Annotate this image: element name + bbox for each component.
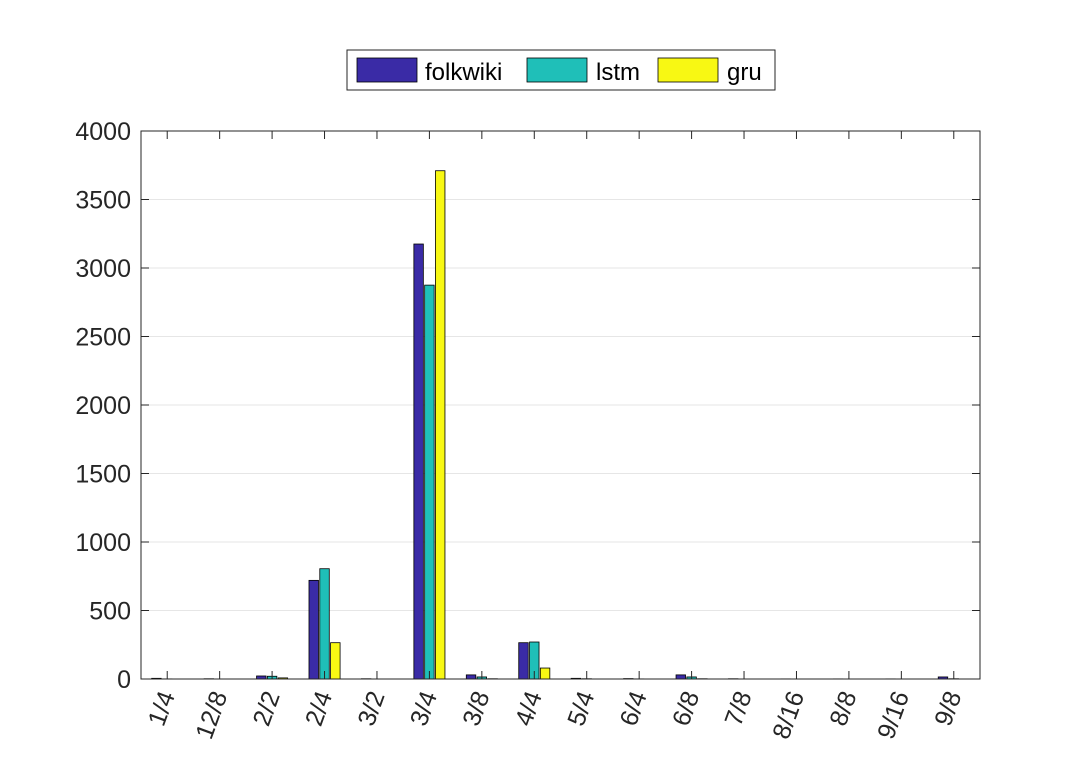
bar: [518, 642, 529, 680]
x-tick-label: 9/8: [929, 687, 967, 729]
legend-label: folkwiki: [425, 59, 502, 86]
x-tick-label: 12/8: [190, 687, 233, 742]
x-tick-label: 7/8: [719, 687, 757, 729]
legend-label: lstm: [596, 59, 640, 86]
y-tick-label: 1000: [75, 529, 131, 557]
x-tick-label: 8/8: [824, 687, 862, 729]
x-tick-label: 2/4: [300, 687, 338, 729]
x-tick-label: 6/4: [615, 687, 653, 729]
x-tick-label: 1/4: [143, 687, 181, 729]
legend-swatch: [356, 57, 418, 83]
y-tick-label: 2000: [75, 392, 131, 420]
bar: [413, 243, 424, 680]
x-tick-label: 9/16: [872, 687, 915, 742]
y-tick-label: 4000: [75, 118, 131, 146]
y-tick-label: 500: [89, 598, 131, 626]
bar: [308, 579, 319, 680]
x-tick-label: 4/4: [510, 687, 548, 729]
x-axis: 1/4 12/8 2/2 2/4 3/2 3/4 3/8 4/4 5/4 6/4 6/8 7/8 8/1…: [143, 131, 967, 743]
x-tick-label: 6/8: [667, 687, 705, 729]
gridlines: [141, 199, 980, 611]
bar: [319, 568, 330, 680]
x-tick-label: 3/8: [457, 687, 495, 729]
bar: [675, 674, 686, 680]
legend-label: gru: [727, 59, 762, 86]
bar: [465, 674, 477, 680]
legend-swatch: [657, 57, 719, 83]
y-tick-label: 3500: [75, 187, 131, 215]
bar: [330, 642, 341, 680]
bars: [151, 170, 959, 680]
bar: [424, 284, 435, 680]
legend: folkwiki lstm gru: [346, 49, 776, 91]
bar: [539, 667, 551, 680]
y-tick-label: 2500: [75, 324, 131, 352]
y-tick-label: 1500: [75, 461, 131, 489]
x-tick-label: 8/16: [767, 687, 810, 742]
bar: [435, 170, 446, 680]
y-tick-label: 3000: [75, 255, 131, 283]
x-tick-label: 5/4: [562, 687, 600, 729]
y-axis: 0 500 1000 1500 2000 2500 3000 3500 4000: [75, 118, 980, 694]
x-tick-label: 3/2: [352, 687, 390, 729]
x-tick-label: 3/4: [405, 687, 443, 729]
y-tick-label: 0: [117, 666, 131, 694]
x-tick-label: 2/2: [248, 687, 286, 729]
legend-swatch: [526, 57, 588, 83]
